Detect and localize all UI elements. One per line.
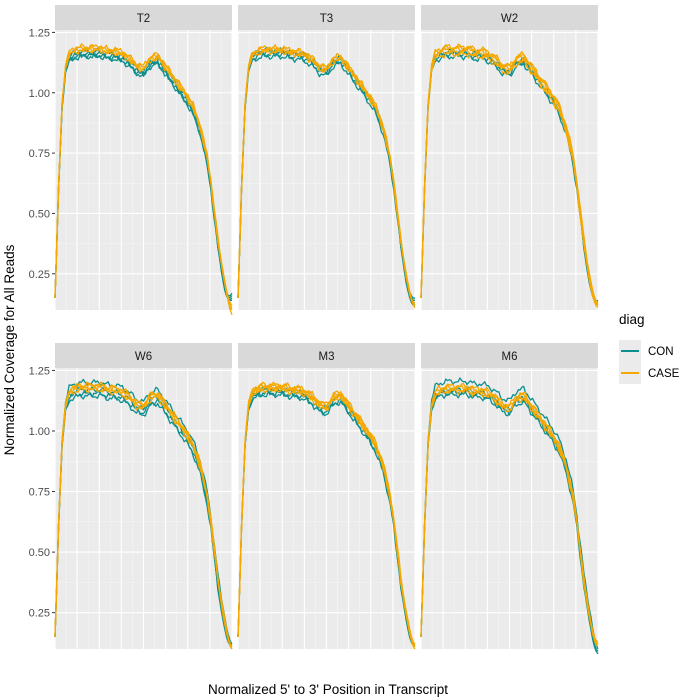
facet-panel-t2: T2 [54, 5, 233, 316]
series-line-case [420, 385, 599, 648]
facet-panel-w6: W6 [54, 343, 233, 650]
y-axis-ticks: 0.25 0.50 0.75 1.00 1.25 0.25 0.50 0.75 1.00 1.25 [29, 27, 55, 620]
legend-label-con: CON [648, 346, 674, 358]
series-line-case [237, 47, 416, 306]
series-line-case [237, 386, 416, 648]
series-line-con [420, 377, 599, 650]
facet-label: T2 [137, 13, 150, 25]
y-tick-label: 1.00 [29, 88, 50, 100]
facet-panel-m3: M3 [237, 343, 416, 650]
legend-label-case: CASE [648, 368, 680, 380]
y-tick-label: 0.50 [29, 208, 50, 220]
series-line-case [54, 46, 233, 309]
series-line-case [237, 381, 416, 645]
x-axis-title: Normalized 5' to 3' Position in Transcri… [208, 682, 448, 697]
y-tick-label: 1.25 [29, 365, 50, 377]
facet-label: T3 [320, 13, 333, 25]
y-tick-label: 0.25 [29, 269, 50, 281]
facet-strip [238, 5, 415, 30]
legend: diag CON CASE [619, 312, 680, 384]
series-line-case [420, 50, 599, 306]
facet-panels: T2 T3 W2 W6 M3 M6 [54, 5, 599, 655]
facet-label: W2 [501, 13, 518, 25]
facet-strip [421, 5, 598, 30]
facet-strip [55, 5, 232, 30]
facet-label: W6 [135, 351, 152, 363]
facet-panel-m6: M6 [420, 343, 599, 655]
y-tick-label: 0.25 [29, 608, 50, 620]
facet-panel-t3: T3 [237, 5, 416, 310]
series-line-case [420, 386, 599, 645]
facet-strip [238, 343, 415, 368]
legend-entry-case: CASE [619, 362, 680, 384]
facet-label: M3 [319, 351, 335, 363]
series-line-case [54, 382, 233, 650]
facet-strip [421, 343, 598, 368]
facet-strip [55, 343, 232, 368]
series-line-case [420, 44, 599, 304]
legend-title: diag [619, 312, 645, 327]
y-tick-label: 0.50 [29, 547, 50, 559]
legend-entry-con: CON [619, 340, 674, 362]
facet-panel-w2: W2 [420, 5, 599, 310]
y-tick-label: 1.25 [29, 27, 50, 39]
y-tick-label: 0.75 [29, 148, 50, 160]
y-tick-label: 1.00 [29, 426, 50, 438]
facet-label: M6 [502, 351, 518, 363]
y-axis-title: Normalized Coverage for All Reads [2, 244, 17, 455]
y-tick-label: 0.75 [29, 487, 50, 499]
